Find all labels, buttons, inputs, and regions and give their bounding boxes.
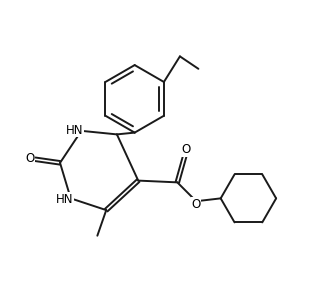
Text: O: O [191,198,200,211]
Text: HN: HN [56,192,73,205]
Text: O: O [26,152,35,165]
Text: O: O [181,143,191,156]
Text: HN: HN [66,124,84,137]
